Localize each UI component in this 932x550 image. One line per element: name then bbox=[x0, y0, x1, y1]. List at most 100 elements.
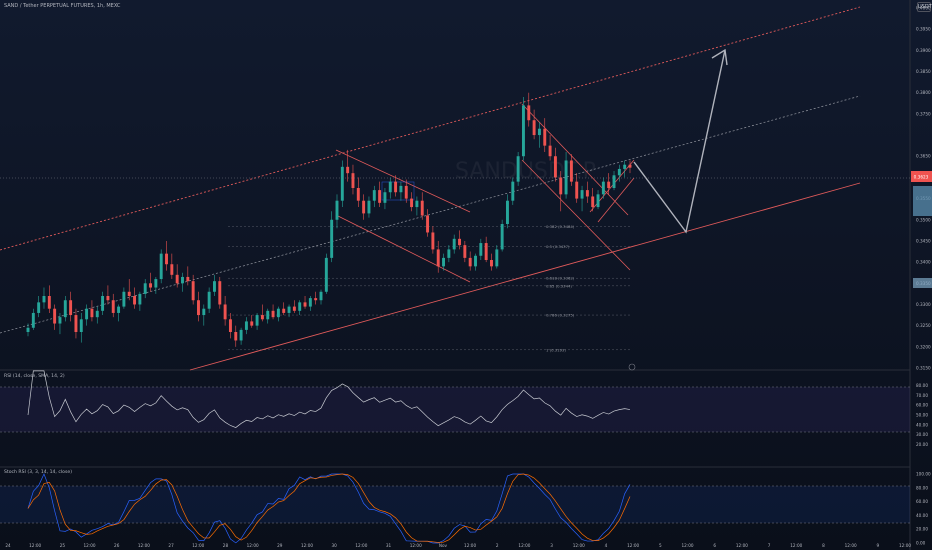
stoch-tick-label: 0.00 bbox=[916, 541, 926, 546]
flag-lower-line[interactable] bbox=[335, 214, 471, 283]
candle-body bbox=[532, 120, 536, 136]
candle-body bbox=[282, 308, 286, 313]
candle-body bbox=[521, 105, 525, 157]
candle-body bbox=[372, 190, 376, 201]
ascending-channel[interactable] bbox=[0, 6, 861, 371]
candle-body bbox=[378, 190, 382, 203]
stoch-title: Stoch RSI (3, 3, 14, 14, close) bbox=[4, 470, 72, 475]
candle-body bbox=[601, 181, 605, 195]
candle-body bbox=[122, 291, 126, 307]
channel-upper-line[interactable] bbox=[0, 6, 861, 251]
fib-level-label: 0.5 (0.3437) bbox=[546, 244, 570, 249]
candle-body bbox=[85, 308, 89, 320]
candle-body bbox=[410, 198, 414, 208]
candle-body bbox=[271, 310, 275, 318]
candle-body bbox=[330, 219, 334, 258]
volume-profile-block bbox=[913, 186, 932, 216]
candles bbox=[26, 92, 632, 347]
candle-body bbox=[212, 281, 216, 292]
candle-body bbox=[426, 215, 430, 233]
time-tick-label: 9 bbox=[876, 543, 879, 548]
settings-icon[interactable] bbox=[628, 363, 636, 371]
price-tick-label: 0.3300 bbox=[916, 302, 931, 307]
stoch-k-line bbox=[27, 473, 631, 544]
candle-body bbox=[303, 302, 307, 307]
candle-body bbox=[26, 327, 30, 332]
time-tick-label: 26 bbox=[114, 543, 120, 548]
candle-body bbox=[159, 253, 163, 280]
rsi-line bbox=[27, 370, 631, 428]
time-axis[interactable]: 24 12:00 25 12:00 26 12:00 27 12:00 28 12:00 29 12:… bbox=[5, 543, 911, 548]
projection-arrow[interactable] bbox=[633, 48, 728, 234]
candle-body bbox=[340, 166, 344, 201]
price-tick-label: 0.3150 bbox=[916, 366, 931, 371]
candle-body bbox=[175, 274, 179, 284]
candle-body bbox=[308, 298, 312, 307]
candle-body bbox=[319, 291, 323, 301]
channel-mid-line[interactable] bbox=[0, 95, 861, 334]
price-tick-label: 0.3950 bbox=[916, 27, 931, 32]
candle-body bbox=[143, 283, 147, 294]
candle-body bbox=[356, 188, 360, 201]
channel-lower-line[interactable] bbox=[189, 182, 861, 371]
candle-body bbox=[202, 308, 206, 316]
candle-body bbox=[170, 264, 174, 275]
candle-body bbox=[181, 276, 184, 284]
candle-body bbox=[42, 296, 46, 303]
candle-body bbox=[537, 128, 541, 136]
candle-body bbox=[543, 128, 547, 146]
candle-body bbox=[452, 238, 456, 250]
candle-body bbox=[255, 315, 259, 326]
time-tick-label: 7 bbox=[768, 543, 771, 548]
stoch-tick-label: 60.00 bbox=[916, 499, 928, 504]
candle-body bbox=[260, 315, 264, 320]
candle-body bbox=[228, 319, 232, 332]
candle-body bbox=[394, 181, 398, 193]
currency-badge[interactable]: USDT bbox=[917, 2, 932, 12]
projection-path[interactable] bbox=[633, 49, 726, 234]
candle-body bbox=[314, 298, 318, 301]
candle-body bbox=[479, 243, 483, 256]
candle-body bbox=[500, 224, 504, 250]
drawing-rectangle[interactable] bbox=[381, 181, 415, 201]
fib-level-label: 0.618 (0.3362) bbox=[546, 276, 575, 281]
rsi-tick-label: 40.00 bbox=[916, 422, 928, 427]
rsi-tick-label: 60.00 bbox=[916, 403, 928, 408]
candle-body bbox=[47, 296, 51, 309]
fib-level-label: 1 (0.3193) bbox=[546, 347, 566, 352]
candle-body bbox=[207, 291, 211, 309]
candle-body bbox=[617, 168, 621, 176]
candle-body bbox=[197, 300, 200, 316]
stoch-axis: 100.00 80.00 60.00 40.00 20.00 0.00 bbox=[916, 472, 931, 546]
candle-body bbox=[548, 145, 552, 157]
time-tick-label: 31 bbox=[386, 543, 392, 548]
time-tick-label: 12:00 bbox=[899, 543, 911, 548]
fib-retracement[interactable]: 0.382 (0.3484) 0.5 (0.3437) 0.618 (0.3362)… bbox=[228, 224, 632, 352]
candle-body bbox=[53, 308, 57, 324]
candle-body bbox=[165, 253, 168, 265]
breakout-line-2[interactable] bbox=[597, 177, 635, 223]
candle-body bbox=[186, 276, 190, 282]
candle-body bbox=[154, 279, 158, 288]
candle-body bbox=[388, 181, 392, 193]
time-tick-label: 12:00 bbox=[84, 543, 96, 548]
candle-body bbox=[447, 249, 451, 258]
candle-body bbox=[223, 304, 227, 320]
price-tick-label: 0.3450 bbox=[916, 238, 931, 243]
time-tick-label: 28 bbox=[223, 543, 229, 548]
price-tick-label: 0.3500 bbox=[916, 217, 931, 222]
candle-body bbox=[218, 281, 222, 305]
time-tick-label: 12:00 bbox=[518, 543, 530, 548]
candle-body bbox=[276, 308, 280, 318]
time-tick-label: 24 bbox=[5, 543, 11, 548]
time-tick-label: 6 bbox=[713, 543, 716, 548]
time-tick-label: 8 bbox=[822, 543, 825, 548]
candle-body bbox=[559, 177, 563, 195]
wedge-lower-line[interactable] bbox=[521, 159, 631, 271]
candle-body bbox=[420, 200, 424, 216]
rsi-tick-label: 30.00 bbox=[916, 432, 928, 437]
candle-body bbox=[458, 238, 461, 246]
flag-upper-line[interactable] bbox=[335, 149, 471, 213]
